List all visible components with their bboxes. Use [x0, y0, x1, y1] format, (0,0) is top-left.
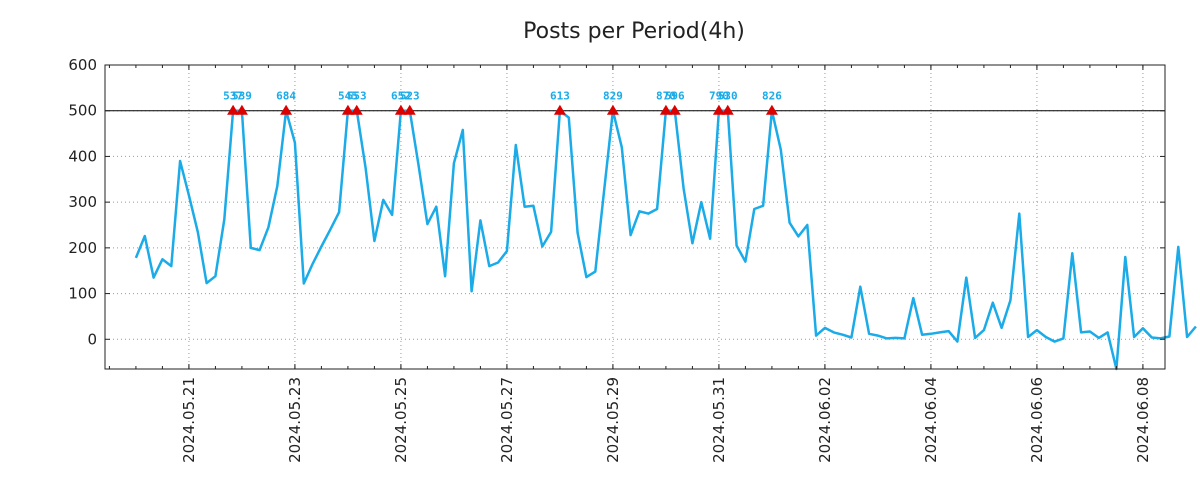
peak-marker — [765, 104, 778, 115]
y-tick-label: 300 — [68, 193, 97, 211]
y-tick-label: 0 — [87, 330, 97, 348]
peak-marker — [227, 104, 240, 115]
peak-marker — [668, 104, 681, 115]
peak-label: 523 — [400, 90, 420, 103]
x-tick-label: 2024.05.31 — [710, 377, 728, 463]
peak-label: 870 — [656, 90, 676, 103]
peak-label: 545 — [338, 90, 358, 103]
y-tick-label: 100 — [68, 285, 97, 303]
peak-label: 596 — [665, 90, 685, 103]
peak-marker — [606, 104, 619, 115]
x-tick-label: 2024.05.23 — [286, 377, 304, 463]
y-tick-label: 600 — [68, 56, 97, 74]
peak-marker — [553, 104, 566, 115]
peak-label: 684 — [276, 90, 296, 103]
x-tick-label: 2024.06.02 — [816, 377, 834, 463]
peak-label: 537 — [223, 90, 243, 103]
peak-label: 539 — [232, 90, 252, 103]
peak-label: 652 — [391, 90, 411, 103]
x-tick-label: 2024.06.08 — [1134, 377, 1152, 463]
peak-marker — [341, 104, 354, 115]
peak-marker — [659, 104, 672, 115]
peak-marker — [280, 104, 293, 115]
peak-label: 826 — [762, 90, 782, 103]
peak-label: 613 — [550, 90, 570, 103]
peak-marker — [721, 104, 734, 115]
peak-label: 829 — [603, 90, 623, 103]
y-tick-label: 400 — [68, 147, 97, 165]
x-tick-label: 2024.05.21 — [180, 377, 198, 463]
peak-label: 553 — [347, 90, 367, 103]
x-tick-label: 2024.05.29 — [604, 377, 622, 463]
plot-frame — [104, 64, 1166, 370]
y-tick-label: 500 — [68, 102, 97, 120]
peak-label: 790 — [709, 90, 729, 103]
peak-marker — [394, 104, 407, 115]
peak-marker — [350, 104, 363, 115]
chart-title: Posts per Period(4h) — [523, 19, 745, 44]
peak-marker — [712, 104, 725, 115]
x-tick-label: 2024.06.06 — [1028, 377, 1046, 463]
peak-label: 530 — [718, 90, 738, 103]
peak-marker — [403, 104, 416, 115]
x-tick-label: 2024.05.27 — [498, 377, 516, 463]
peak-marker — [235, 104, 248, 115]
x-tick-label: 2024.05.25 — [392, 377, 410, 463]
x-tick-label: 2024.06.04 — [922, 377, 940, 463]
y-tick-label: 200 — [68, 239, 97, 257]
